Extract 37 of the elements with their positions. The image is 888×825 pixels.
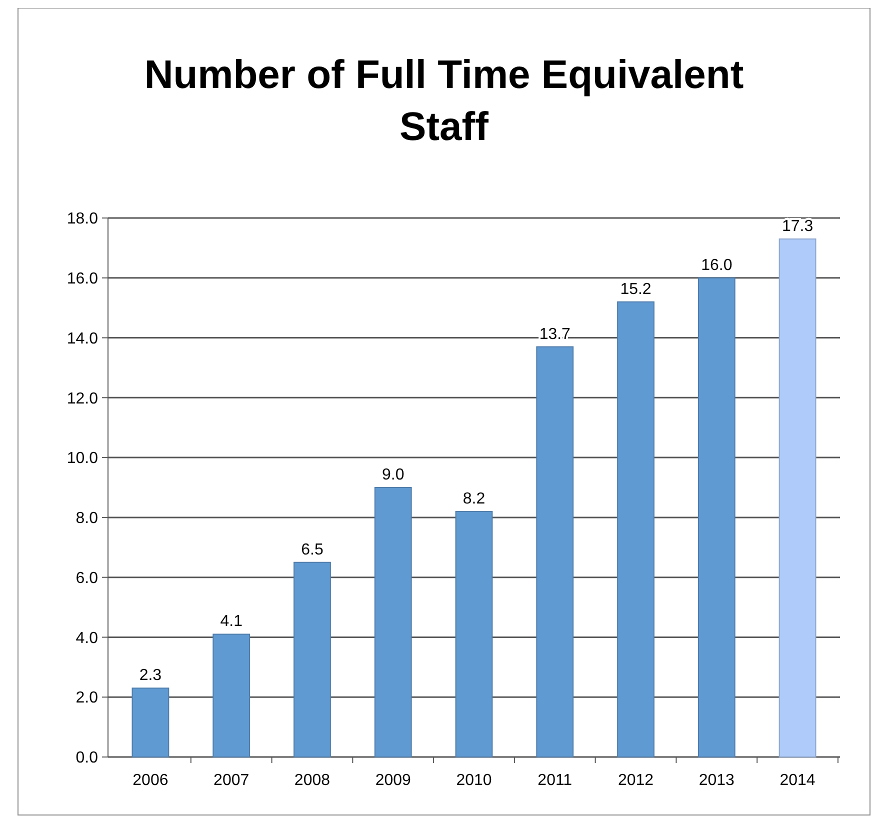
y-tick-label: 4.0 — [76, 630, 98, 647]
chart-title: Number of Full Time Equivalent Staff — [144, 53, 744, 149]
x-tick-label: 2013 — [698, 772, 735, 789]
x-tick-label: 2014 — [780, 772, 816, 789]
data-label: 4.1 — [220, 613, 243, 630]
x-tick-label: 2007 — [214, 772, 250, 789]
bar — [374, 487, 412, 758]
bar — [455, 510, 493, 758]
y-tick-label: 2.0 — [76, 690, 98, 707]
data-label: 17.3 — [782, 218, 814, 235]
x-tick-label: 2009 — [375, 772, 412, 789]
bar — [212, 634, 250, 758]
data-label: 2.3 — [139, 667, 162, 684]
y-tick-label: 10.0 — [66, 450, 98, 468]
y-tick-label: 18.0 — [66, 210, 98, 228]
y-tick-label: 8.0 — [76, 510, 98, 528]
data-label: 16.0 — [701, 256, 732, 274]
bar — [778, 238, 816, 758]
data-label: 6.5 — [301, 541, 324, 558]
x-tick-label: 2012 — [618, 772, 654, 789]
bar — [617, 301, 654, 758]
bar — [698, 277, 736, 758]
data-label: 9.0 — [382, 466, 404, 484]
x-tick-label: 2011 — [538, 772, 572, 789]
x-tick-label: 2008 — [294, 772, 330, 789]
y-tick-label: 16.0 — [66, 270, 98, 288]
x-tick-label: 2010 — [456, 772, 492, 789]
y-tick-label: 12.0 — [66, 390, 98, 408]
x-tick-label: 2006 — [132, 772, 168, 789]
y-tick-label: 6.0 — [76, 570, 98, 587]
data-label: 15.2 — [620, 280, 652, 298]
y-tick-label: 0.0 — [76, 750, 98, 767]
bar — [294, 562, 331, 758]
bar — [536, 346, 574, 758]
bar — [132, 688, 170, 758]
y-tick-label: 14.0 — [66, 330, 98, 348]
data-label: 8.2 — [462, 490, 486, 508]
